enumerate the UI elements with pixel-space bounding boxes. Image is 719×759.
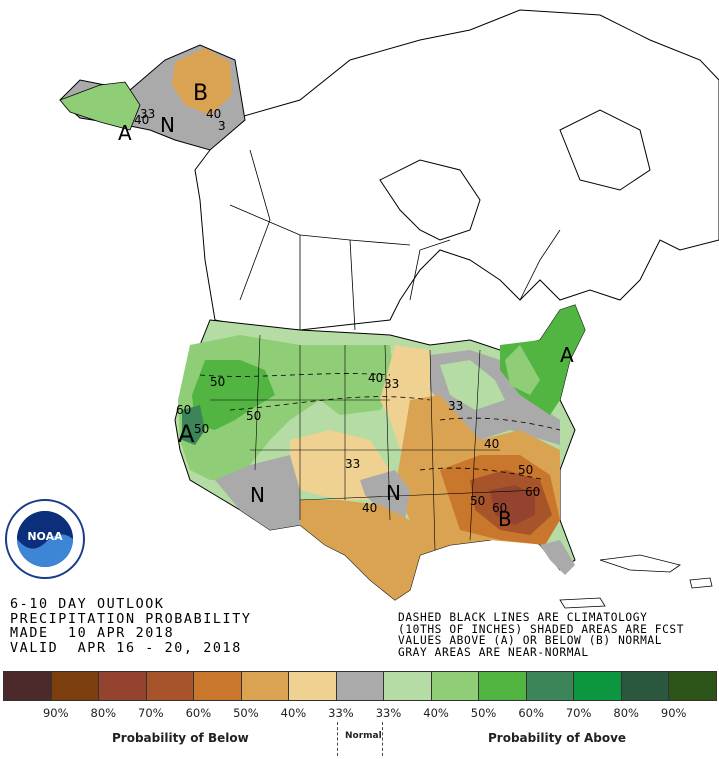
legend-swatch <box>335 671 385 701</box>
alaska-region <box>59 44 246 151</box>
north-landmass-outline <box>194 9 719 331</box>
caribbean-outline <box>559 554 713 609</box>
map-label: B <box>193 81 208 106</box>
legend-swatch <box>478 671 527 701</box>
outlook-title: 6-10 DAY OUTLOOK PRECIPITATION PROBABILIT… <box>10 597 252 656</box>
legend-percent: 50% <box>233 706 259 720</box>
legend-percent: 70% <box>565 706 592 720</box>
map-label: 50 <box>470 494 485 508</box>
legend-percent: 40% <box>423 706 449 720</box>
map-label: 33 <box>448 399 463 413</box>
legend-swatch <box>193 671 242 701</box>
map-label: 40 <box>484 437 499 451</box>
legend-notes: DASHED BLACK LINES ARE CLIMATOLOGY (10THS… <box>398 611 685 659</box>
outlook-line: PRECIPITATION PROBABILITY <box>10 611 252 627</box>
legend-swatch <box>3 671 52 701</box>
legend-percent: 80% <box>613 706 639 720</box>
map-label: N <box>250 483 265 507</box>
note-line: GRAY AREAS ARE NEAR-NORMAL <box>398 645 589 659</box>
legend-swatch <box>288 671 337 701</box>
conus-region <box>174 304 586 601</box>
map-label: 60 <box>525 485 540 499</box>
map-label: 33 <box>384 377 399 391</box>
legend-swatch <box>383 671 432 701</box>
map-label: 40 <box>362 501 377 515</box>
map-label: 40 <box>368 371 383 385</box>
legend-percent: 80% <box>90 706 117 720</box>
legend-percent: 90% <box>660 706 687 720</box>
map-label: A <box>178 420 195 448</box>
note-line: DASHED BLACK LINES ARE CLIMATOLOGY <box>398 611 648 624</box>
map-label: 40 <box>134 113 149 127</box>
legend-percent: 60% <box>185 706 212 720</box>
map-label: B <box>498 507 512 531</box>
legend-swatch <box>525 671 575 701</box>
map-label: A <box>560 343 574 367</box>
outlook-line: MADE 10 APR 2018 <box>10 626 175 641</box>
normal-divider-left <box>337 722 338 756</box>
legend-percent: 60% <box>518 706 544 720</box>
legend-swatch <box>668 671 717 701</box>
map-label: 50 <box>518 463 533 477</box>
map-label: 33 <box>140 107 155 121</box>
legend-percent: 33% <box>328 706 354 720</box>
map-label: 50 <box>194 422 209 436</box>
legend-swatch <box>430 671 480 701</box>
note-line: (10THS OF INCHES) SHADED AREAS ARE FCST <box>398 622 685 636</box>
outlook-line: VALID APR 16 - 20, 2018 <box>10 640 242 656</box>
map-label: 50 <box>210 375 225 389</box>
legend-swatch <box>240 671 290 701</box>
legend-percent: 33% <box>375 706 402 720</box>
map-label: N <box>160 113 175 137</box>
normal-caption: Normal <box>345 731 382 741</box>
probability-legend <box>3 671 717 701</box>
noaa-logo-text: NOAA <box>27 530 63 543</box>
map-label: 3 <box>218 119 226 133</box>
legend-swatch <box>50 671 100 701</box>
province-lines <box>229 149 561 331</box>
normal-divider-right <box>382 722 383 756</box>
map-label: 50 <box>246 409 261 423</box>
legend-swatch <box>573 671 622 701</box>
legend-percent: 40% <box>280 706 307 720</box>
below-caption: Probability of Below <box>112 731 249 745</box>
noaa-logo: NOAA <box>5 499 85 579</box>
map-label: 33 <box>345 457 360 471</box>
legend-swatch <box>145 671 195 701</box>
map-label: A <box>118 121 132 145</box>
above-caption: Probability of Above <box>488 731 627 745</box>
legend-swatch <box>620 671 670 701</box>
map-label: 60 <box>176 403 191 417</box>
legend-percent: 50% <box>470 706 497 720</box>
legend-percent: 70% <box>138 706 164 720</box>
legend-percent: 90% <box>42 706 69 720</box>
outlook-line: 6-10 DAY OUTLOOK <box>10 597 165 612</box>
map-label: 60 <box>492 501 507 515</box>
outlook-map: B 40 3 33 40 N A <box>59 9 719 609</box>
map-label: N <box>386 481 401 505</box>
legend-swatch <box>98 671 147 701</box>
note-line: VALUES ABOVE (A) OR BELOW (B) NORMAL <box>398 634 663 648</box>
map-label: 40 <box>206 107 221 121</box>
